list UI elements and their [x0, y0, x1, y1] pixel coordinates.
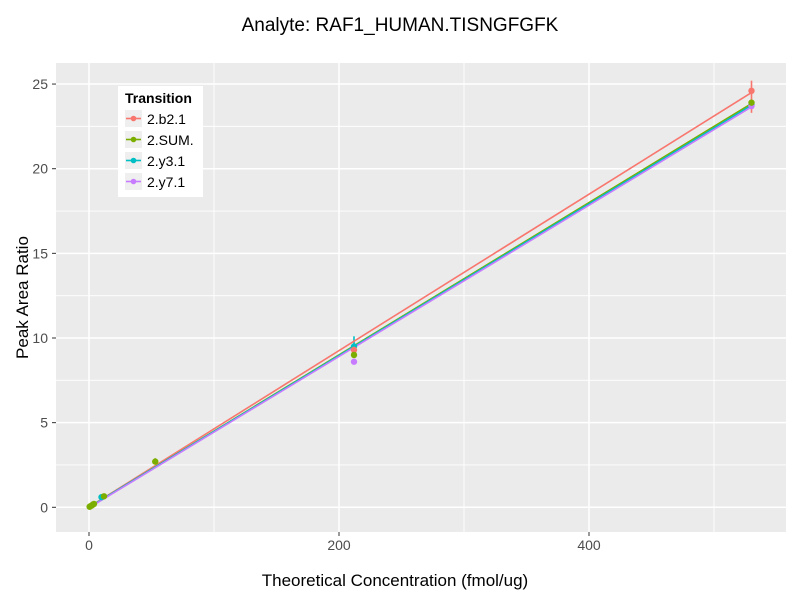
- point-line-glyph: [126, 115, 141, 122]
- point-line-glyph: [126, 157, 141, 164]
- legend-point-line-icon: [125, 110, 142, 127]
- legend-entry: 2.y3.1: [125, 150, 194, 171]
- legend-label: 2.b2.1: [147, 110, 186, 127]
- legend-title: Transition: [125, 90, 192, 106]
- data-point: [350, 351, 358, 359]
- data-point: [748, 87, 755, 95]
- data-point: [350, 358, 358, 365]
- x-tick-label: 400: [577, 537, 601, 553]
- data-point: [100, 493, 108, 500]
- legend-point-line-icon: [125, 173, 142, 190]
- y-tick-label: 0: [40, 499, 48, 515]
- data-point: [152, 458, 159, 465]
- data-point: [90, 500, 98, 508]
- y-axis-title: Peak Area Ratio: [13, 236, 32, 359]
- legend-entry: 2.SUM.: [125, 129, 194, 150]
- y-tick-label: 10: [32, 330, 48, 346]
- x-axis-title: Theoretical Concentration (fmol/ug): [261, 571, 529, 590]
- legend-label: 2.y3.1: [147, 152, 186, 169]
- legend-point-line-icon: [125, 152, 142, 169]
- legend-entry: 2.y7.1: [125, 171, 194, 192]
- legend-entry: 2.b2.1: [125, 108, 194, 129]
- y-tick-label: 5: [40, 415, 48, 431]
- data-point: [748, 99, 755, 106]
- plot-title: Analyte: RAF1_HUMAN.TISNGFGFK: [241, 15, 559, 36]
- legend-label: 2.SUM.: [147, 131, 194, 148]
- point-line-glyph: [126, 136, 141, 143]
- legend-label: 2.y7.1: [147, 173, 186, 190]
- y-tick-label: 20: [32, 161, 48, 177]
- legend: Transition 2.b2.1 2.SUM. 2.y3.1 2.y7.1: [118, 86, 203, 197]
- trend-line: [93, 91, 752, 505]
- x-tick-label: 0: [85, 537, 93, 553]
- point-line-glyph: [126, 178, 141, 185]
- data-point: [350, 346, 358, 354]
- trend-line: [93, 106, 752, 506]
- y-tick-label: 15: [32, 245, 48, 261]
- y-tick-label: 25: [32, 76, 48, 92]
- x-tick-label: 200: [327, 537, 351, 553]
- legend-items: 2.b2.1 2.SUM. 2.y3.1 2.y7.1: [125, 108, 194, 192]
- legend-point-line-icon: [125, 131, 142, 148]
